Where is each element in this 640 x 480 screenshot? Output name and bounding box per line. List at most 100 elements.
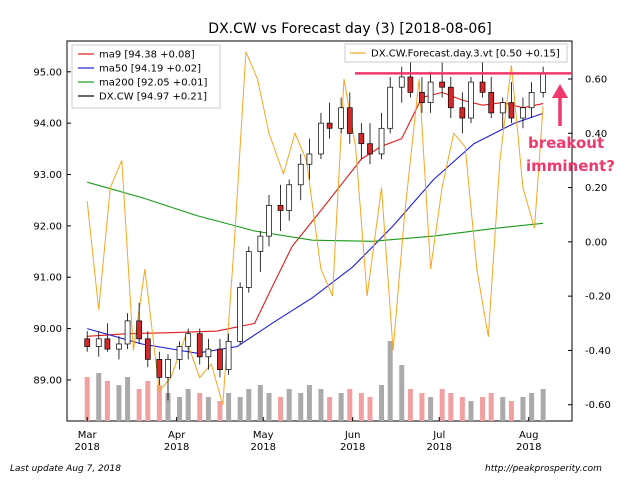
- legend-right: DX.CW.Forecast.day.3.vt [0.50 +0.15]: [344, 43, 568, 63]
- y-right-label-4: 0.20: [585, 183, 607, 194]
- chart-title: DX.CW vs Forecast day (3) [2018-08-06]: [208, 21, 491, 37]
- y-left-label-1: 90.00: [33, 324, 62, 335]
- candle-body-43: [520, 107, 526, 119]
- volume-bar-31: [399, 365, 405, 421]
- volume-bar-36: [448, 393, 454, 421]
- x-sublabel-2: 2018: [251, 442, 276, 453]
- candle-body-20: [286, 184, 293, 211]
- breakout-annotation: breakout imminent?: [355, 72, 615, 175]
- candle-body-30: [387, 86, 394, 129]
- volume-bar-44: [529, 393, 535, 421]
- x-sublabel-4: 2018: [427, 442, 452, 453]
- legend-left: ma9 [94.38 +0.08] ma50 [94.19 +0.02] ma2…: [71, 44, 221, 109]
- candle-body-4: [124, 320, 131, 345]
- candle-body-3: [116, 343, 122, 350]
- candle-body-15: [237, 287, 243, 342]
- candle-body-42: [508, 102, 515, 119]
- volume-bar-15: [237, 397, 243, 421]
- candle-body-33: [419, 92, 425, 103]
- volume-bar-24: [327, 397, 333, 421]
- volume-bar-22: [306, 385, 312, 421]
- volume-bar-42: [508, 401, 514, 421]
- volume-bar-18: [266, 393, 272, 421]
- candle-body-45: [540, 73, 546, 93]
- volume-bar-7: [156, 385, 162, 421]
- candle-body-25: [338, 107, 344, 129]
- legend-ma200: ma200 [92.05 +0.01]: [99, 78, 207, 89]
- candle-body-11: [196, 333, 203, 358]
- volume-bar-6: [145, 381, 151, 421]
- candle-body-13: [217, 348, 223, 370]
- legend-ma9: ma9 [94.38 +0.08]: [99, 50, 195, 61]
- volume-bar-30: [387, 341, 393, 421]
- volume-bar-29: [379, 385, 385, 421]
- series-ma50: [87, 112, 544, 354]
- volume-bar-34: [428, 397, 434, 421]
- legend-price: DX.CW [94.97 +0.21]: [99, 92, 207, 103]
- candle-body-16: [245, 251, 252, 288]
- candle-body-39: [479, 81, 486, 93]
- x-label-jun: Jun: [344, 430, 361, 441]
- volume-bar-4: [125, 377, 131, 421]
- forecast-line: [86, 51, 544, 405]
- footer-source-link[interactable]: http://peakprosperity.com: [485, 464, 602, 474]
- volume-bar-0: [84, 377, 90, 421]
- candle-body-8: [165, 359, 171, 378]
- y-left-label-3: 92.00: [33, 221, 62, 232]
- volume-bar-38: [468, 401, 474, 421]
- x-sublabel-5: 2018: [516, 442, 541, 453]
- volume-bar-16: [246, 389, 252, 421]
- axes: 89.00 90.00 91.00 92.00 93.00 94.00 95.00 -0.60…: [33, 67, 611, 453]
- candle-body-7: [156, 359, 163, 378]
- x-sublabel-0: 2018: [74, 442, 99, 453]
- volume-bar-21: [298, 393, 304, 421]
- candle-body-36: [447, 86, 454, 109]
- candle-body-22: [306, 153, 313, 165]
- candle-body-9: [176, 346, 183, 360]
- series-dx-cw-forecast-day-3-vt: [86, 51, 544, 405]
- candle-body-28: [367, 143, 373, 155]
- volume-bar-2: [104, 381, 110, 421]
- volume-bar-23: [318, 389, 324, 421]
- volume-bar-35: [439, 389, 445, 421]
- volume-bar-13: [217, 401, 223, 421]
- candle-body-34: [427, 81, 434, 103]
- volume-bar-27: [358, 393, 364, 421]
- y-left-label-0: 89.00: [33, 375, 62, 386]
- volume-bar-39: [480, 397, 486, 421]
- volume-bar-26: [347, 389, 353, 421]
- volume-bar-33: [419, 393, 425, 421]
- y-right-label-1: -0.40: [585, 346, 611, 357]
- candle-body-35: [439, 81, 445, 88]
- volume-bar-14: [226, 393, 232, 421]
- annotation-line-1: breakout: [528, 134, 604, 152]
- volume-bar-20: [286, 389, 292, 421]
- volume-bar-45: [540, 389, 546, 421]
- candle-body-24: [326, 122, 333, 129]
- candle-body-12: [205, 348, 212, 358]
- volume-bar-3: [116, 385, 122, 421]
- volume-bar-5: [136, 389, 142, 421]
- x-sublabel-1: 2018: [164, 442, 189, 453]
- candle-body-1: [95, 338, 102, 347]
- y-left-label-2: 91.00: [33, 273, 62, 284]
- volume-bar-1: [96, 373, 102, 421]
- y-right-label-6: 0.60: [585, 75, 607, 86]
- volume-bars: [84, 341, 546, 421]
- candle-body-40: [488, 92, 495, 114]
- candle-body-44: [528, 92, 535, 109]
- y-left-label-6: 95.00: [33, 67, 62, 78]
- volume-bar-8: [165, 393, 171, 421]
- volume-bar-32: [407, 389, 413, 421]
- legend-ma50: ma50 [94.19 +0.02]: [99, 64, 201, 75]
- candle-body-23: [318, 122, 324, 155]
- y-right-label-2: -0.20: [585, 292, 611, 303]
- volume-bar-37: [459, 397, 465, 421]
- volume-bar-12: [205, 397, 211, 421]
- volume-bar-17: [257, 385, 263, 421]
- x-label-apr: Apr: [168, 430, 186, 441]
- volume-bar-40: [488, 393, 494, 421]
- candle-body-37: [459, 107, 466, 119]
- x-label-aug: Aug: [519, 430, 539, 441]
